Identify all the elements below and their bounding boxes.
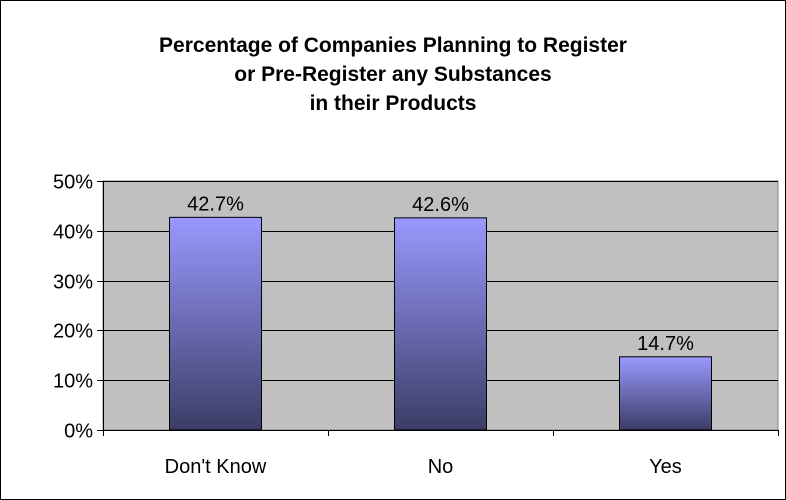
bar-0 <box>169 216 262 431</box>
bar-1 <box>394 217 487 431</box>
bar-2 <box>619 356 712 431</box>
data-label-0: 42.7% <box>187 193 244 215</box>
chart-title-line-1: Percentage of Companies Planning to Regi… <box>159 34 627 57</box>
data-label-2: 14.7% <box>637 333 694 355</box>
y-tick-label-5: 50% <box>53 172 93 194</box>
y-tick-label-2: 20% <box>53 321 93 343</box>
y-tick-label-0: 0% <box>64 421 93 443</box>
y-tick-label-3: 30% <box>53 272 93 294</box>
x-tick-label-2: Yes <box>649 456 682 478</box>
chart-title: Percentage of Companies Planning to Regi… <box>1 31 785 118</box>
x-tick-label-0: Don't Know <box>165 456 267 478</box>
y-tick-label-1: 10% <box>53 371 93 393</box>
x-tick-label-1: No <box>428 456 454 478</box>
data-label-1: 42.6% <box>412 194 469 216</box>
chart-title-line-3: in their Products <box>309 92 477 115</box>
chart-title-line-2: or Pre-Register any Substances <box>234 63 552 86</box>
y-tick-label-4: 40% <box>53 222 93 244</box>
